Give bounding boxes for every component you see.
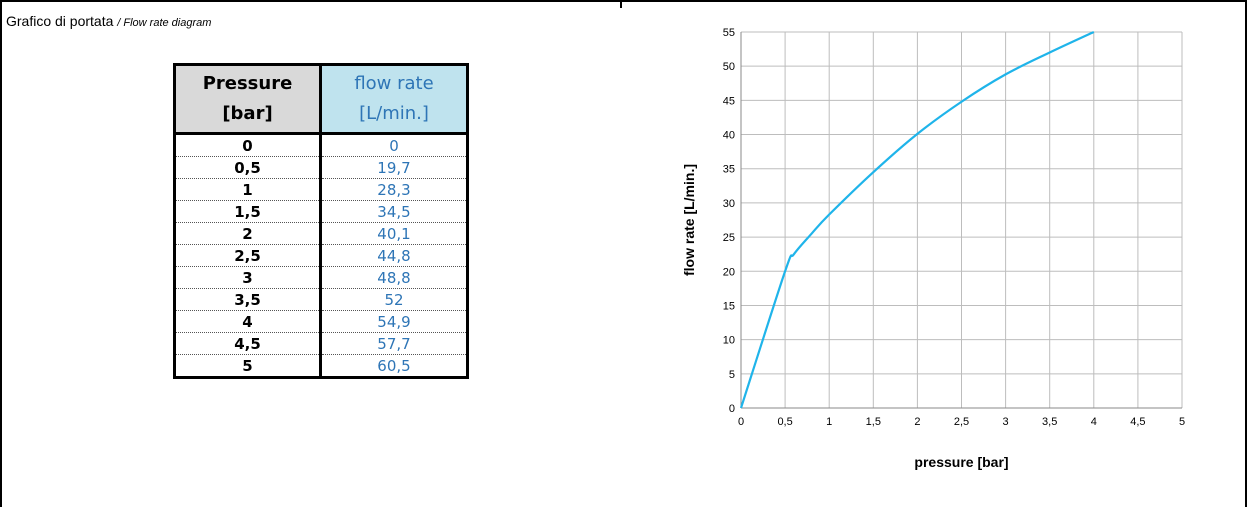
pressure-cell: 0,5 — [173, 156, 322, 179]
flow-cell: 60,5 — [320, 354, 469, 379]
flow-rate-chart: 0 0,5 1 1,5 2 2,5 3 3,5 4 4,5 50510152025303540455… — [681, 27, 1185, 470]
pressure-cell: 1,5 — [173, 200, 322, 223]
table-row: 4,5 57,7 — [173, 332, 469, 355]
y-tick-label: 30 — [723, 198, 735, 210]
y-tick-label: 20 — [723, 266, 735, 278]
flow-header-line2: [L/min.] — [359, 103, 429, 124]
flow-cell: 0 — [320, 133, 469, 157]
title-subtitle: / Flow rate diagram — [117, 17, 212, 29]
flow-rate-series-line — [739, 31, 1095, 409]
pressure-cell: 4 — [173, 310, 322, 333]
flow-cell: 34,5 — [320, 200, 469, 223]
x-tick-label: 3 — [1003, 416, 1009, 428]
page-title: Grafico di portata / Flow rate diagram — [6, 13, 211, 29]
pressure-header-line2: [bar] — [222, 103, 273, 124]
x-tick-label: 0,5 — [777, 416, 792, 428]
pressure-cell: 3 — [173, 266, 322, 289]
x-axis-title: pressure [bar] — [914, 454, 1008, 470]
x-tick-label: 3,5 — [1042, 416, 1057, 428]
x-tick-label: 1 — [826, 416, 832, 428]
y-tick-label: 5 — [729, 369, 735, 381]
table-row: 1 28,3 — [173, 178, 469, 201]
flow-cell: 44,8 — [320, 244, 469, 267]
flow-header: flow rate [L/min.] — [319, 63, 469, 135]
pressure-header-line1: Pressure — [202, 73, 293, 94]
flow-rate-table: Pressure [bar] flow rate [L/min.] 0 0 0,5 1… — [173, 63, 469, 379]
flow-cell: 19,7 — [320, 156, 469, 179]
pressure-cell: 5 — [173, 354, 322, 379]
table-row: 1,5 34,5 — [173, 200, 469, 223]
x-tick-label: 1,5 — [866, 416, 881, 428]
y-tick-label: 55 — [723, 27, 735, 39]
y-axis-title: flow rate [L/min.] — [681, 164, 697, 276]
table-row: 5 60,5 — [173, 354, 469, 379]
x-tick-label: 5 — [1179, 416, 1185, 428]
y-tick-label: 15 — [723, 300, 735, 312]
y-tick-label: 10 — [723, 335, 735, 347]
y-tick-label: 45 — [723, 95, 735, 107]
title-main: Grafico di portata — [6, 13, 114, 29]
flow-cell: 57,7 — [320, 332, 469, 355]
pressure-cell: 3,5 — [173, 288, 322, 311]
pressure-cell: 2 — [173, 222, 322, 245]
pressure-cell: 1 — [173, 178, 322, 201]
pressure-header: Pressure [bar] — [173, 63, 322, 135]
column-divider — [620, 0, 622, 8]
y-tick-label: 40 — [723, 130, 735, 142]
x-tick-label: 4 — [1091, 416, 1097, 428]
flow-cell: 28,3 — [320, 178, 469, 201]
table-row: 2,5 44,8 — [173, 244, 469, 267]
table-row: 3 48,8 — [173, 266, 469, 289]
pressure-cell: 4,5 — [173, 332, 322, 355]
flow-cell: 40,1 — [320, 222, 469, 245]
x-tick-label: 0 — [738, 416, 744, 428]
x-tick-label: 2 — [914, 416, 920, 428]
table-body: 0 0 0,5 19,7 1 28,3 1,5 34,5 2 40,1 2,5 44,8 3 48,8 3,… — [173, 133, 469, 379]
pressure-cell: 2,5 — [173, 244, 322, 267]
flow-header-line1: flow rate — [354, 73, 434, 94]
table-row: 3,5 52 — [173, 288, 469, 311]
y-tick-label: 0 — [729, 403, 735, 415]
flow-cell: 52 — [320, 288, 469, 311]
flow-cell: 48,8 — [320, 266, 469, 289]
y-tick-label: 35 — [723, 164, 735, 176]
y-tick-label: 25 — [723, 232, 735, 244]
flow-cell: 54,9 — [320, 310, 469, 333]
table-row: 0,5 19,7 — [173, 156, 469, 179]
x-tick-label: 2,5 — [954, 416, 969, 428]
table-row: 2 40,1 — [173, 222, 469, 245]
table-row: 4 54,9 — [173, 310, 469, 333]
pressure-cell: 0 — [173, 133, 322, 157]
x-tick-label: 4,5 — [1130, 416, 1145, 428]
y-tick-label: 50 — [723, 61, 735, 73]
